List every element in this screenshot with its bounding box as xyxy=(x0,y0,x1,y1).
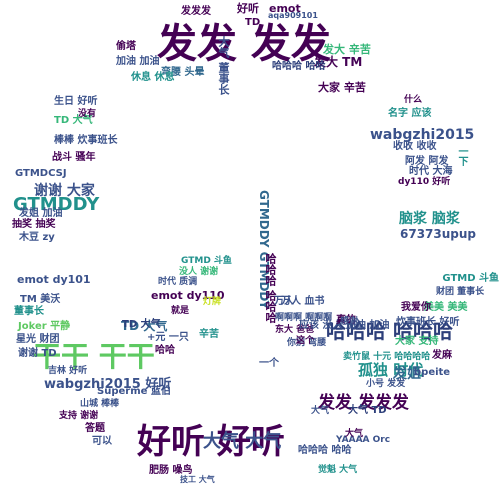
cloud-word: 小号 发发 xyxy=(366,379,406,389)
cloud-word: wabgzhi2015 xyxy=(370,127,475,143)
cloud-word: 时代 质调 xyxy=(158,277,198,287)
cloud-word: GTMD 斗鱼 xyxy=(181,256,232,266)
cloud-word: 东大 爸爸 xyxy=(275,325,315,335)
cloud-word: 财团 董事长 xyxy=(436,287,485,297)
cloud-word: 吉林 好听 xyxy=(48,366,88,376)
cloud-word: 偷塔 xyxy=(116,41,136,52)
cloud-word: 发麻 xyxy=(432,350,452,361)
cloud-word: 休息 休息 xyxy=(131,72,175,83)
cloud-word: 没有 xyxy=(78,109,97,119)
cloud-word: Joker 平静 xyxy=(18,321,71,332)
cloud-word: 大家 支持 xyxy=(395,336,439,347)
cloud-word: 大气 董事长 xyxy=(217,36,230,95)
cloud-word: 什么 xyxy=(404,95,423,105)
cloud-word: TD 大气 xyxy=(121,319,168,333)
cloud-word: 发大 辛苦 xyxy=(323,43,371,56)
cloud-word: 星光 财团 xyxy=(16,334,60,345)
cloud-word: 哈哈哈 哈哈哈 xyxy=(264,253,277,323)
cloud-word: wabgzhi2015 好听 xyxy=(44,377,172,392)
cloud-word: TD xyxy=(245,17,261,28)
cloud-word: 好听 好听 xyxy=(137,422,285,462)
cloud-word: 大气 xyxy=(345,429,364,439)
cloud-word: 支持 谢谢 xyxy=(59,411,99,421)
cloud-word: GTMDDY xyxy=(13,194,100,215)
cloud-word: aqa909101 xyxy=(268,11,318,20)
cloud-word: GTMDDY GTMDDY xyxy=(257,190,271,310)
cloud-word: 一下 xyxy=(456,146,467,166)
cloud-word: 答题 xyxy=(85,423,105,434)
cloud-word: 辛苦 xyxy=(199,329,219,340)
cloud-word: TM 美沃 xyxy=(20,294,61,305)
cloud-word: 大气 大气 xyxy=(203,431,282,452)
cloud-word: emot xyxy=(269,2,301,15)
cloud-word: 灯牌 xyxy=(203,297,222,307)
cloud-word: 啊啊啊 啊啊啊 xyxy=(275,313,333,323)
cloud-word: 董事长 xyxy=(14,306,44,317)
cloud-word: 一个 xyxy=(259,358,279,369)
cloud-word: 美美 美美 xyxy=(424,302,468,313)
cloud-word: 哈哈哈 哈哈 xyxy=(298,445,352,456)
cloud-word: TD 大气 xyxy=(54,115,93,126)
cloud-word: 可以 xyxy=(92,436,112,447)
cloud-word: emot dy101 xyxy=(17,273,91,286)
cloud-word: 炊事班长 好听 xyxy=(396,317,460,328)
cloud-word: 脑浆 脑浆 xyxy=(399,211,460,227)
cloud-word: 谢谢 大家 xyxy=(34,183,95,199)
cloud-word: GTMD 斗鱼 xyxy=(442,273,499,284)
cloud-word: 我爱你 xyxy=(401,302,431,313)
cloud-word: 这个 xyxy=(296,336,315,346)
cloud-word: 肥肠 噪鸟 xyxy=(149,465,193,476)
cloud-word: 发大 TM xyxy=(314,55,363,69)
cloud-word: 木豆 zy xyxy=(19,232,55,243)
cloud-word: 技工 大气 xyxy=(180,475,215,484)
cloud-word: 卖竹鼠 十元 哈哈哈哈 xyxy=(343,352,431,362)
cloud-word: 发发 发发发 xyxy=(318,393,409,413)
cloud-word: 大气 TD xyxy=(348,405,387,416)
cloud-word: 真的 xyxy=(336,315,356,326)
cloud-word: 收收 收收 xyxy=(393,141,437,152)
cloud-word: 战斗 骚年 xyxy=(52,152,96,163)
cloud-word: 没人 谢谢 xyxy=(179,267,219,277)
cloud-word: 应该 没人 加油 加油 xyxy=(299,320,390,331)
cloud-word: 山城 棒棒 xyxy=(80,399,120,409)
cloud-word: 时代 大海 xyxy=(409,166,453,177)
cloud-word: 生日 好听 xyxy=(54,96,98,107)
cloud-word: 哈哈 xyxy=(155,345,175,356)
cloud-word: 发姐 加油 xyxy=(19,208,63,219)
cloud-word: emot dy110 xyxy=(151,289,225,302)
cloud-word: dy110 好听 xyxy=(398,177,451,187)
cloud-word: 棒棒 炊事班长 xyxy=(54,135,118,146)
cloud-word: 大家 辛苦 xyxy=(318,81,366,94)
cloud-word: 发姐 xyxy=(393,366,421,382)
cloud-word: +元 一只 xyxy=(147,332,189,343)
cloud-word: 万人 血书 xyxy=(281,296,325,307)
cloud-word: 觉魁 大气 xyxy=(318,465,358,475)
cloud-word: 就是 xyxy=(171,306,190,316)
cloud-word: 大气 xyxy=(311,406,330,416)
cloud-word: 孤独 时代 xyxy=(358,361,424,379)
cloud-word: 哈哈哈 哈哈哈 xyxy=(326,319,453,343)
cloud-word: Superme 蓝伯 xyxy=(97,386,171,397)
cloud-word: 阿发 阿发 xyxy=(405,156,449,167)
cloud-word: 抽奖 抽奖 xyxy=(12,219,56,230)
cloud-word: bpeite xyxy=(414,367,451,378)
cloud-word: 万人 xyxy=(274,296,294,307)
cloud-word: 发发发 xyxy=(181,6,211,17)
cloud-word: 好听 xyxy=(237,2,259,15)
cloud-word: 你别 弯腰 xyxy=(287,338,327,348)
cloud-word: 弯腰 头晕 xyxy=(161,67,205,78)
cloud-word: TD 大气 xyxy=(122,319,161,330)
cloud-word: 67373upup xyxy=(400,227,477,241)
cloud-word: 发发 发发 xyxy=(157,21,331,67)
cloud-word: 名字 应该 xyxy=(388,108,432,119)
cloud-word: GTMDCSJ xyxy=(15,168,67,179)
cloud-word: YAAAA Orc xyxy=(336,435,391,445)
cloud-word: 干干 干干 xyxy=(33,340,155,373)
cloud-word: 感谢 xyxy=(340,317,359,327)
cloud-word: 哈哈哈 哈哈 xyxy=(272,61,326,72)
cloud-word: 加油 加油 xyxy=(116,56,160,67)
cloud-word: 谢谢 TD xyxy=(18,348,57,359)
